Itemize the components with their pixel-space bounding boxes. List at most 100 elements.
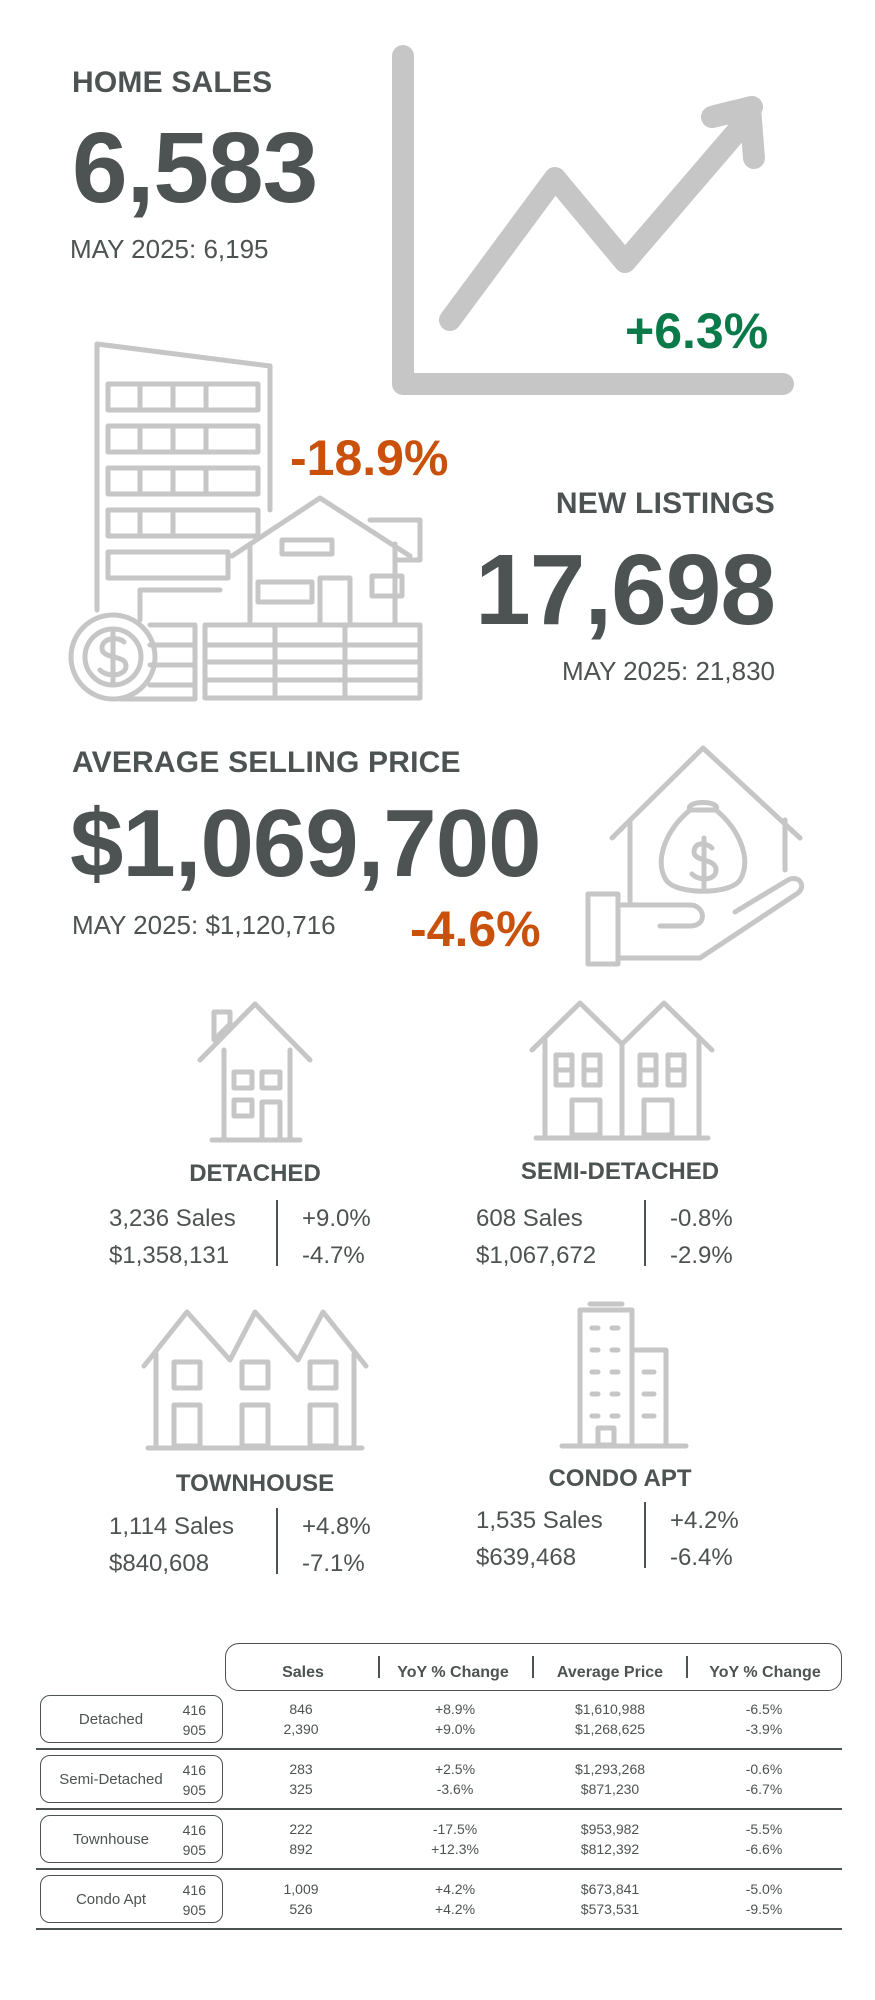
semi-detached-price-change: -2.9% bbox=[670, 1242, 733, 1269]
new-listings-prior: MAY 2025: 21,830 bbox=[562, 656, 775, 686]
region-code: 905 bbox=[182, 1842, 206, 1858]
cell-price: $673,841 bbox=[580, 1881, 640, 1897]
semi-detached-sales-change: -0.8% bbox=[670, 1205, 733, 1232]
avg-price-change: -4.6% bbox=[410, 901, 541, 957]
townhouse-sales: 1,114 Sales bbox=[109, 1513, 234, 1540]
cell-sales-yoy: +9.0% bbox=[434, 1721, 476, 1737]
cell-sales-yoy: +4.2% bbox=[434, 1881, 476, 1897]
detached-sales: 3,236 Sales bbox=[109, 1205, 236, 1232]
row-label-detached: Detached 416 905 bbox=[40, 1695, 223, 1743]
row-divider bbox=[36, 1748, 842, 1750]
cell-price: $1,268,625 bbox=[574, 1721, 646, 1737]
cell-price: $953,982 bbox=[580, 1821, 640, 1837]
new-listings-value: 17,698 bbox=[475, 534, 776, 646]
row-divider bbox=[36, 1928, 842, 1930]
row-label-semi-detached: Semi-Detached 416 905 bbox=[40, 1755, 223, 1803]
cell-price: $871,230 bbox=[580, 1781, 640, 1797]
header-separator bbox=[532, 1656, 534, 1678]
cell-sales: 283 bbox=[289, 1761, 313, 1777]
row-name: Detached bbox=[78, 1710, 144, 1728]
cell-price-yoy: -3.9% bbox=[745, 1721, 783, 1737]
cell-sales-yoy: +8.9% bbox=[434, 1701, 476, 1717]
townhouse-label: TOWNHOUSE bbox=[175, 1470, 335, 1497]
home-sales-change: +6.3% bbox=[625, 303, 769, 359]
header-price-yoy: YoY % Change bbox=[709, 1664, 821, 1681]
avg-price-prior: MAY 2025: $1,120,716 bbox=[72, 910, 336, 940]
cell-sales-yoy: +4.2% bbox=[434, 1901, 476, 1917]
header-separator bbox=[378, 1656, 380, 1678]
home-sales-prior: MAY 2025: 6,195 bbox=[70, 234, 269, 264]
townhouse-price-change: -7.1% bbox=[302, 1550, 365, 1577]
townhouse-sales-change: +4.8% bbox=[302, 1513, 371, 1540]
detached-price: $1,358,131 bbox=[109, 1242, 230, 1269]
buildings-listing-icon bbox=[68, 341, 423, 702]
cell-sales: 1,009 bbox=[283, 1881, 319, 1897]
cell-sales: 526 bbox=[289, 1901, 313, 1917]
header-separator bbox=[686, 1656, 688, 1678]
condo-price: $639,468 bbox=[476, 1544, 577, 1571]
region-code: 905 bbox=[182, 1722, 206, 1738]
row-divider bbox=[36, 1808, 842, 1810]
condo-divider bbox=[644, 1502, 646, 1568]
table-header bbox=[225, 1643, 842, 1691]
avg-price-value: $1,069,700 bbox=[70, 790, 541, 897]
detached-label: DETACHED bbox=[189, 1160, 321, 1187]
cell-price: $812,392 bbox=[580, 1841, 640, 1857]
header-sales-yoy: YoY % Change bbox=[397, 1664, 509, 1681]
region-code: 905 bbox=[182, 1782, 206, 1798]
cell-price: $573,531 bbox=[580, 1901, 640, 1917]
condo-price-change: -6.4% bbox=[670, 1544, 733, 1571]
cell-price-yoy: -9.5% bbox=[745, 1901, 783, 1917]
detached-price-change: -4.7% bbox=[302, 1242, 365, 1269]
region-code: 416 bbox=[182, 1762, 206, 1778]
detached-house-icon bbox=[197, 1001, 313, 1143]
new-listings-change: -18.9% bbox=[290, 430, 449, 486]
cell-price-yoy: -5.0% bbox=[745, 1881, 783, 1897]
row-name: Townhouse bbox=[73, 1830, 149, 1848]
cell-sales: 892 bbox=[289, 1841, 313, 1857]
row-divider bbox=[36, 1868, 842, 1870]
semi-detached-sales: 608 Sales bbox=[476, 1205, 583, 1232]
region-code: 905 bbox=[182, 1902, 206, 1918]
header-sales: Sales bbox=[282, 1664, 324, 1681]
row-name: Semi-Detached bbox=[59, 1770, 163, 1788]
townhouse-divider bbox=[276, 1508, 278, 1574]
cell-sales-yoy: +12.3% bbox=[431, 1841, 479, 1857]
detached-sales-change: +9.0% bbox=[302, 1205, 371, 1232]
house-money-hand-icon bbox=[585, 745, 805, 967]
cell-price-yoy: -6.7% bbox=[745, 1781, 783, 1797]
semi-detached-divider bbox=[644, 1200, 646, 1266]
condo-label: CONDO APT bbox=[548, 1465, 692, 1492]
row-label-condo-apt: Condo Apt 416 905 bbox=[40, 1875, 223, 1923]
header-avg-price: Average Price bbox=[556, 1664, 664, 1681]
avg-price-title: AVERAGE SELLING PRICE bbox=[72, 746, 461, 779]
cell-price-yoy: -6.5% bbox=[745, 1701, 783, 1717]
cell-price-yoy: -0.6% bbox=[745, 1761, 783, 1777]
row-label-townhouse: Townhouse 416 905 bbox=[40, 1815, 223, 1863]
semi-detached-price: $1,067,672 bbox=[476, 1242, 597, 1269]
condo-sales: 1,535 Sales bbox=[476, 1507, 603, 1534]
condo-tower-icon bbox=[559, 1301, 689, 1449]
semi-detached-house-icon bbox=[529, 1000, 715, 1141]
home-sales-value: 6,583 bbox=[72, 112, 318, 224]
cell-sales-yoy: -3.6% bbox=[436, 1781, 474, 1797]
growth-chart-icon bbox=[392, 45, 794, 395]
cell-price: $1,610,988 bbox=[574, 1701, 646, 1717]
row-name: Condo Apt bbox=[75, 1890, 147, 1908]
townhouse-price: $840,608 bbox=[109, 1550, 210, 1577]
cell-price-yoy: -5.5% bbox=[745, 1821, 783, 1837]
condo-sales-change: +4.2% bbox=[670, 1507, 739, 1534]
cell-price: $1,293,268 bbox=[574, 1761, 646, 1777]
cell-sales: 2,390 bbox=[283, 1721, 319, 1737]
region-code: 416 bbox=[182, 1822, 206, 1838]
townhouse-icon bbox=[141, 1309, 369, 1451]
detached-divider bbox=[276, 1200, 278, 1266]
cell-sales-yoy: +2.5% bbox=[434, 1761, 476, 1777]
semi-detached-label: SEMI-DETACHED bbox=[520, 1158, 720, 1185]
new-listings-title: NEW LISTINGS bbox=[555, 487, 775, 520]
cell-sales: 222 bbox=[289, 1821, 313, 1837]
cell-sales: 325 bbox=[289, 1781, 313, 1797]
cell-sales: 846 bbox=[289, 1701, 313, 1717]
cell-price-yoy: -6.6% bbox=[745, 1841, 783, 1857]
region-code: 416 bbox=[182, 1702, 206, 1718]
